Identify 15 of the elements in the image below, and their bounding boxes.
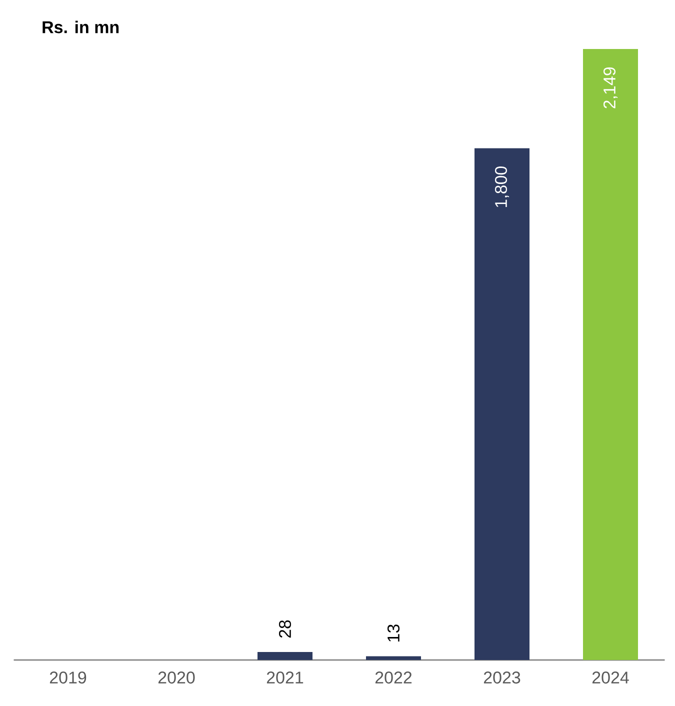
x-tick-label: 2019: [50, 672, 86, 684]
x-tick-label: 2022: [375, 672, 412, 684]
data-label: 1,800: [494, 166, 510, 208]
data-label: 28: [278, 620, 292, 638]
x-tick-label: 2024: [592, 672, 629, 684]
bar: [366, 656, 421, 660]
data-label: 2,149: [603, 67, 618, 108]
bar: [258, 652, 313, 660]
bar: [583, 49, 638, 660]
data-label: 13: [387, 624, 400, 642]
bar: [474, 148, 530, 660]
y-axis-title: Rs. in mn: [42, 20, 119, 34]
x-tick-label: 2020: [158, 672, 195, 684]
x-tick-label: 2023: [484, 672, 520, 684]
x-tick-label: 2021: [266, 672, 304, 684]
